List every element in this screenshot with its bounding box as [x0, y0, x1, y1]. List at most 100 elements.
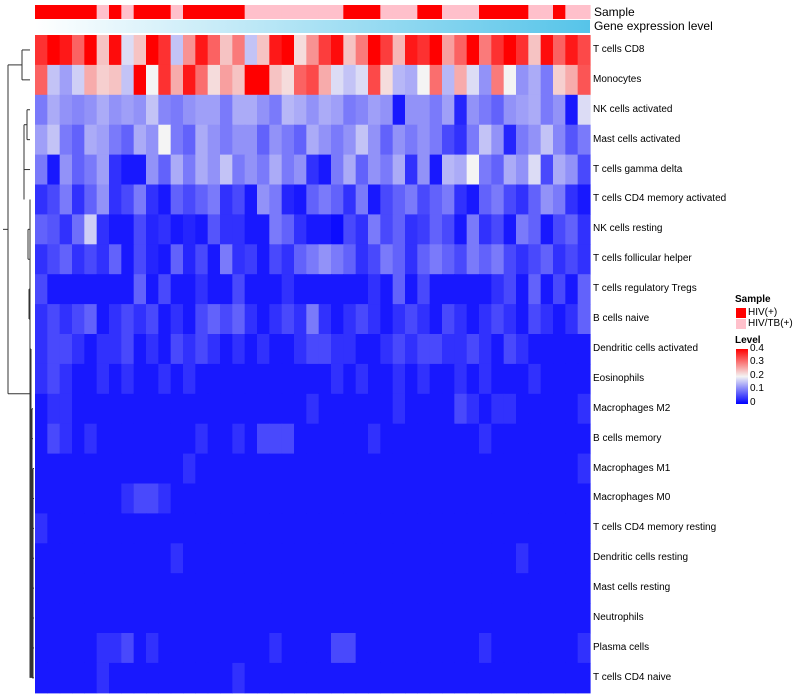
heatmap-cell	[158, 35, 172, 66]
heatmap-cell	[405, 393, 418, 425]
heatmap-cell	[392, 35, 406, 66]
heatmap-cell	[281, 274, 295, 305]
heatmap-cell	[368, 184, 381, 215]
heatmap-cell	[294, 423, 307, 455]
row-label: T cells CD4 memory resting	[593, 522, 717, 534]
heatmap-cell	[269, 662, 283, 694]
heatmap-cell	[294, 363, 307, 395]
heatmap-cell	[232, 244, 246, 275]
heatmap-cell	[133, 393, 147, 425]
heatmap-cell	[503, 154, 517, 186]
heatmap-cell	[232, 184, 246, 215]
heatmap-cell	[170, 274, 184, 305]
heatmap-cell	[540, 124, 554, 156]
heatmap-cell	[146, 64, 159, 96]
heatmap-cell	[146, 603, 159, 634]
heatmap-cell	[479, 64, 492, 96]
heatmap-cell	[429, 363, 443, 395]
level-tick-0-3: 0.3	[750, 356, 764, 367]
heatmap-cell	[331, 453, 344, 485]
heatmap-cell	[232, 124, 246, 156]
heatmap-cell	[220, 124, 233, 156]
heatmap-cell	[35, 154, 48, 186]
heatmap-cell	[429, 274, 443, 305]
heatmap-cell	[540, 274, 554, 305]
heatmap-cell	[96, 633, 110, 664]
heatmap-cell	[35, 573, 48, 604]
heatmap-cell	[146, 274, 159, 305]
heatmap-cell	[294, 453, 307, 485]
heatmap-cell	[491, 662, 505, 694]
heatmap-cell	[170, 184, 184, 215]
heatmap-cell	[220, 423, 233, 455]
heatmap-cell	[577, 363, 591, 395]
heatmap-cell	[343, 513, 357, 544]
heatmap-cell	[35, 513, 48, 544]
heatmap-cell	[331, 483, 344, 514]
heatmap-cell	[405, 184, 418, 215]
heatmap-cell	[244, 94, 258, 126]
heatmap-cell	[133, 513, 147, 544]
heatmap-cell	[244, 453, 258, 485]
heatmap-cells	[35, 35, 591, 694]
heatmap-cell	[220, 334, 233, 365]
heatmap-cell	[355, 274, 369, 305]
heatmap-cell	[133, 662, 147, 694]
heatmap-cell	[331, 64, 344, 96]
heatmap-cell	[207, 184, 221, 215]
heatmap-cell	[294, 543, 307, 574]
heatmap-cell	[318, 363, 332, 395]
heatmap-cell	[294, 304, 307, 335]
heatmap-cell	[540, 662, 554, 694]
heatmap-cell	[540, 513, 554, 544]
sample-annotation-cell	[232, 5, 246, 19]
heatmap-cell	[96, 603, 110, 634]
heatmap-cell	[380, 423, 394, 455]
heatmap-cell	[146, 363, 159, 395]
heatmap-cell	[306, 274, 320, 305]
heatmap-cell	[491, 513, 505, 544]
heatmap-cell	[306, 423, 320, 455]
heatmap-cell	[516, 483, 529, 514]
heatmap-cell	[269, 603, 283, 634]
heatmap-cell	[466, 274, 480, 305]
heatmap-cell	[491, 573, 505, 604]
heatmap-cell	[565, 64, 579, 96]
heatmap-cell	[133, 603, 147, 634]
heatmap-cell	[170, 124, 184, 156]
heatmap-cell	[47, 184, 61, 215]
heatmap-cell	[220, 304, 233, 335]
heatmap-cell	[479, 154, 492, 186]
heatmap-cell	[417, 154, 431, 186]
heatmap-cell	[318, 184, 332, 215]
heatmap-cell	[121, 393, 135, 425]
heatmap-cell	[183, 573, 196, 604]
heatmap-cell	[380, 603, 394, 634]
heatmap-cell	[244, 393, 258, 425]
heatmap-cell	[244, 543, 258, 574]
heatmap-cell	[84, 662, 98, 694]
heatmap-cell	[429, 244, 443, 275]
heatmap-cell	[133, 244, 147, 275]
heatmap-cell	[528, 453, 542, 485]
heatmap-cell	[368, 244, 381, 275]
heatmap-cell	[417, 423, 431, 455]
heatmap-cell	[294, 35, 307, 66]
heatmap-cell	[454, 64, 468, 96]
heatmap-cell	[491, 423, 505, 455]
heatmap-cell	[380, 214, 394, 245]
heatmap-cell	[35, 124, 48, 156]
heatmap-cell	[429, 184, 443, 215]
heatmap-cell	[146, 244, 159, 275]
sample-annotation-cell	[503, 5, 517, 19]
heatmap-cell	[207, 573, 221, 604]
heatmap-cell	[516, 214, 529, 245]
heatmap-cell	[442, 573, 455, 604]
heatmap-cell	[417, 573, 431, 604]
heatmap-cell	[528, 423, 542, 455]
heatmap-cell	[405, 94, 418, 126]
heatmap-cell	[35, 334, 48, 365]
heatmap-cell	[368, 363, 381, 395]
heatmap-cell	[503, 274, 517, 305]
